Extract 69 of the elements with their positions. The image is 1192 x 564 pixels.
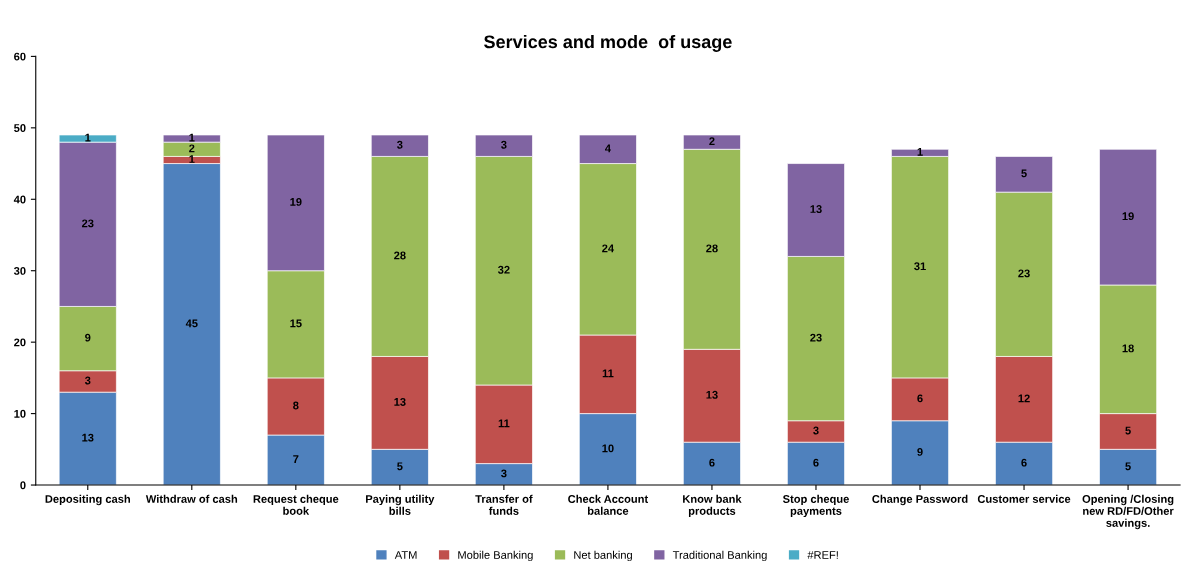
x-tick-label: Stop cheque payments (782, 494, 849, 518)
data-label: 32 (497, 265, 510, 274)
x-tick-label: Know bank products (683, 494, 742, 518)
legend-label: Traditional Banking (672, 550, 767, 562)
data-label: 19 (290, 197, 302, 206)
data-label: 7 (293, 455, 299, 463)
data-label: 2 (709, 137, 715, 145)
data-label: 12 (1018, 394, 1030, 403)
y-tick-label: 0 (20, 481, 26, 490)
data-label: 4 (605, 144, 611, 153)
x-tick-label: Transfer of funds (475, 494, 533, 515)
x-tick-label: Depositing cash (45, 494, 130, 506)
data-label: 6 (1021, 458, 1027, 467)
data-label: 3 (501, 469, 507, 478)
data-label: 19 (1122, 212, 1134, 221)
data-label: 3 (501, 140, 507, 149)
x-tick-label: Change Password (872, 494, 968, 506)
y-tick-label: 10 (14, 409, 26, 418)
data-label: 5 (1125, 426, 1131, 435)
data-label: 28 (394, 251, 406, 260)
data-label: 6 (709, 458, 715, 467)
data-label: 3 (813, 426, 819, 435)
x-tick-label: Request cheque book (253, 494, 339, 515)
data-label: 5 (397, 462, 403, 471)
data-label: 13 (394, 398, 406, 406)
data-label: 31 (914, 262, 926, 271)
data-label: 13 (810, 205, 822, 213)
data-label: 2 (189, 144, 195, 153)
data-label: 23 (810, 333, 822, 342)
data-label: 11 (602, 369, 614, 378)
data-label: 45 (185, 319, 198, 328)
y-tick-label: 60 (14, 52, 26, 61)
data-label: 8 (293, 401, 299, 410)
y-tick-label: 20 (14, 338, 26, 347)
x-tick-label: Check Account balance (568, 494, 649, 515)
x-tick-label: Paying utility bills (366, 494, 435, 515)
y-tick-label: 40 (13, 195, 26, 204)
data-label: 13 (706, 390, 718, 399)
data-label: 23 (1018, 269, 1030, 278)
data-label: 11 (498, 419, 510, 428)
data-label: 6 (813, 458, 819, 467)
data-label: 13 (82, 433, 94, 442)
x-tick-label: Opening /Closing new RD/FD/Other savings. (1082, 494, 1174, 530)
data-label: 1 (85, 133, 91, 142)
data-label: 1 (917, 148, 923, 156)
data-label: 6 (917, 394, 923, 403)
legend-label: Net banking (574, 550, 632, 562)
data-label: 9 (917, 448, 923, 456)
x-tick-label: Customer service (977, 494, 1071, 503)
chart-title: Services and mode of usage (484, 34, 732, 52)
data-label: 23 (81, 219, 94, 228)
data-label: 18 (1122, 344, 1134, 353)
legend-label: #REF! (807, 551, 838, 559)
y-tick-label: 30 (13, 266, 26, 275)
data-label: 3 (397, 140, 403, 149)
data-label: 10 (602, 444, 614, 453)
data-label: 28 (706, 244, 718, 253)
data-label: 24 (602, 244, 615, 253)
y-tick-label: 50 (14, 124, 26, 132)
data-label: 5 (1021, 169, 1027, 178)
data-label: 15 (290, 319, 302, 328)
data-label: 1 (189, 155, 195, 163)
legend-label: Mobile Banking (458, 550, 533, 562)
legend-label: ATM (394, 551, 417, 559)
data-label: 5 (1125, 462, 1131, 471)
data-label: 1 (189, 133, 195, 142)
x-tick-label: Withdraw of cash (145, 494, 238, 503)
data-label: 9 (85, 333, 91, 342)
data-label: 3 (84, 376, 91, 385)
